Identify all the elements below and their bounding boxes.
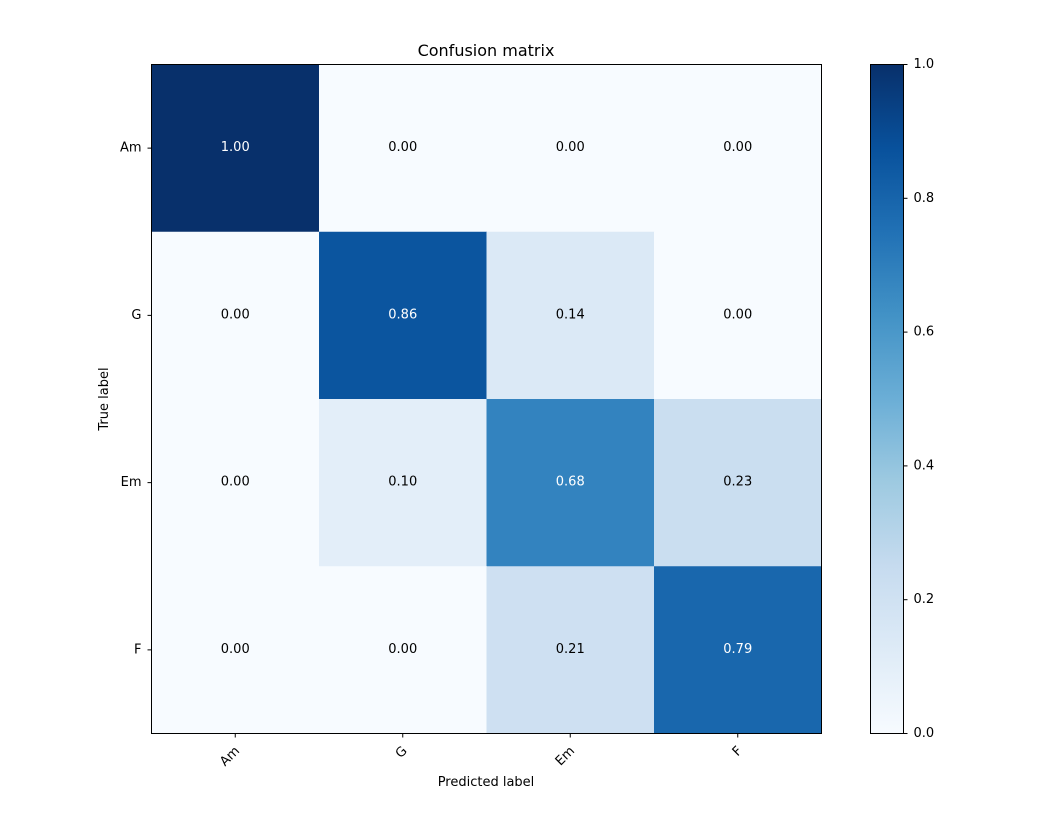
heatmap-cell-value: 0.00	[221, 642, 250, 657]
colorbar-tick-label: 0.0	[914, 726, 935, 741]
heatmap-cell	[654, 399, 822, 567]
heatmap-cell	[486, 231, 655, 400]
heatmap-cell-value: 0.00	[221, 307, 250, 322]
heatmap-cell-value: 0.14	[556, 307, 585, 322]
colorbar-tick-label: 0.4	[914, 458, 935, 473]
heatmap-cell	[486, 64, 655, 233]
heatmap-cell	[151, 566, 320, 734]
x-tick-label: F	[730, 744, 746, 760]
x-tick-label: Am	[217, 744, 243, 770]
colorbar-tick-label: 0.8	[914, 191, 935, 206]
y-tick-label: F	[134, 642, 141, 657]
x-tick-label: Em	[553, 744, 578, 769]
x-tick-label: G	[393, 744, 411, 762]
heatmap-cell	[486, 399, 655, 567]
heatmap-cell	[151, 231, 320, 400]
heatmap-cell	[319, 566, 487, 734]
y-tick-label: G	[131, 308, 141, 323]
plot-frame	[151, 64, 822, 734]
heatmap-cell-value: 0.21	[556, 642, 585, 657]
heatmap-cell-value: 0.00	[723, 140, 752, 155]
heatmap-cell	[486, 566, 655, 734]
heatmap-cell-value: 1.00	[221, 140, 250, 155]
heatmap-cell-value: 0.10	[388, 475, 417, 490]
heatmap-cell-value: 0.00	[388, 642, 417, 657]
x-axis-label: Predicted label	[438, 775, 535, 790]
heatmap-cell	[319, 64, 487, 233]
heatmap-cell-value: 0.23	[723, 475, 752, 490]
heatmap-cell-value: 0.00	[221, 475, 250, 490]
colorbar-tick-label: 1.0	[914, 57, 935, 72]
heatmap-cell-value: 0.68	[556, 475, 585, 490]
colorbar-axis: 0.0 0.2 0.4 0.6 0.8 1.0	[903, 57, 935, 741]
colorbar-tick-label: 0.2	[914, 592, 935, 607]
heatmap-cell-value: 0.00	[388, 140, 417, 155]
heatmap-cell	[654, 64, 822, 233]
y-axis: Am G Em F	[120, 141, 152, 657]
y-tick-label: Am	[120, 141, 142, 156]
heatmap-cell	[319, 231, 487, 400]
heatmap-cell	[654, 566, 822, 734]
heatmap-cells	[151, 64, 822, 734]
colorbar-tick-label: 0.6	[914, 325, 935, 340]
x-axis: Am G Em F	[217, 733, 746, 770]
heatmap-cell	[151, 64, 320, 233]
heatmap-cell	[654, 231, 822, 400]
y-axis-label: True label	[97, 367, 112, 431]
chart-title: Confusion matrix	[418, 41, 555, 60]
heatmap-cell-value: 0.79	[723, 642, 752, 657]
heatmap-cell-value: 0.00	[723, 307, 752, 322]
y-tick-label: Em	[121, 475, 142, 490]
heatmap-cell-value: 0.00	[556, 140, 585, 155]
heatmap-cell	[319, 399, 487, 567]
heatmap-cell-value: 0.86	[388, 307, 417, 322]
heatmap-cell	[151, 399, 320, 567]
heatmap-cell-labels: 1.00 0.00 0.00 0.00 0.00 0.86 0.14 0.00 0.00 0.10…	[221, 140, 752, 657]
colorbar	[870, 64, 904, 734]
